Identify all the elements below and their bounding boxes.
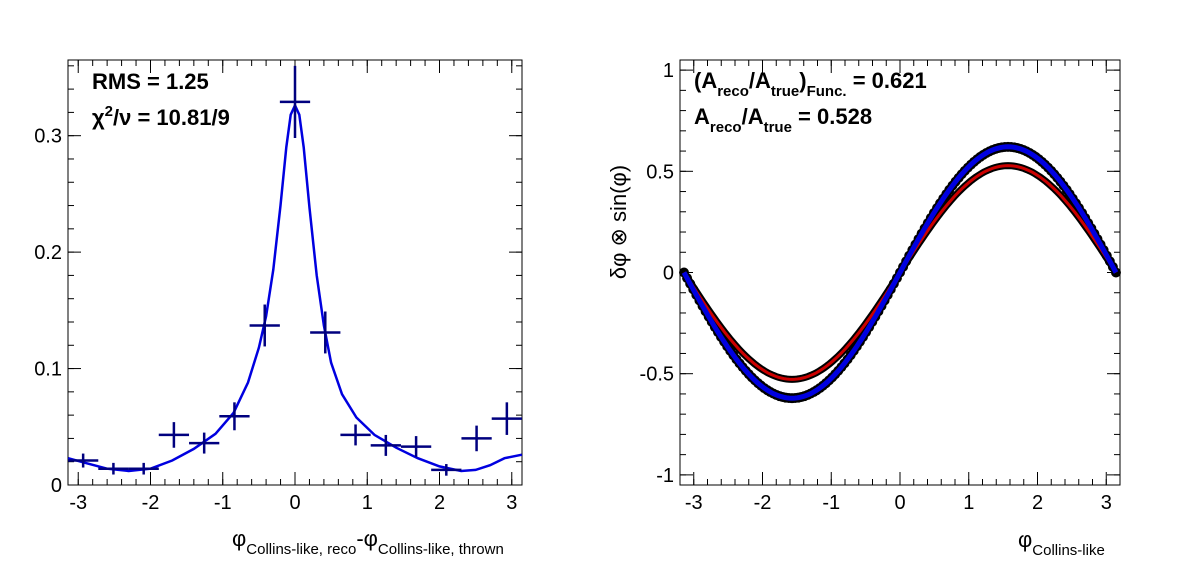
- ratio-a: A: [694, 104, 710, 129]
- func-ratio-annotation: (Areco/Atrue)Func. = 0.621: [694, 68, 927, 100]
- left-xlabel-sub1: Collins-like, reco: [246, 541, 356, 558]
- ratio-annotation: Areco/Atrue = 0.528: [694, 104, 872, 136]
- left-y-tick-label: 0: [51, 475, 62, 497]
- data-point: [491, 402, 522, 435]
- right-y-tick-label: 0.5: [646, 161, 674, 183]
- right-y-axis-label: δφ ⊗ sin(φ): [606, 165, 631, 279]
- left-y-tick-label: 0.3: [34, 126, 62, 148]
- right-y-tick-label: -1: [656, 465, 674, 487]
- right-x-tick-label: 3: [1101, 492, 1112, 514]
- func-ratio-sub-reco: reco: [717, 83, 749, 100]
- data-point: [400, 436, 432, 458]
- left-y-tick-label: 0.2: [34, 242, 62, 264]
- right-x-tick-label: 2: [1032, 492, 1043, 514]
- data-point: [461, 425, 492, 452]
- func-ratio-sub-true: true: [771, 83, 799, 100]
- data-point: [370, 434, 401, 456]
- left-x-tick-label: -1: [214, 492, 232, 514]
- right-chart: -3 -2 -1 0 1 2 3-1-0.500.51 (Areco/Atrue)Func.…: [606, 59, 1121, 559]
- func-ratio-b: /A: [749, 68, 771, 93]
- chi-superscript: 2: [105, 103, 113, 120]
- data-point: [189, 432, 220, 454]
- left-x-tick-label: 2: [434, 492, 445, 514]
- data-point: [431, 464, 462, 476]
- right-y-tick-label: -0.5: [640, 364, 674, 386]
- left-x-tick-label: -2: [142, 492, 160, 514]
- ratio-b: /A: [742, 104, 764, 129]
- data-point: [68, 453, 99, 468]
- chi-rest: /ν = 10.81/9: [113, 105, 230, 130]
- left-x-tick-label: -3: [69, 492, 87, 514]
- right-y-tick-label: 1: [663, 60, 674, 82]
- left-x-tick-label: 0: [289, 492, 300, 514]
- left-fit-curve: [67, 102, 523, 473]
- ratio-sub-reco: reco: [710, 119, 742, 136]
- chi2-annotation: χ2/ν = 10.81/9: [92, 103, 230, 130]
- left-x-tick-label: 1: [362, 492, 373, 514]
- func-ratio-a: (A: [694, 68, 717, 93]
- left-x-tick-label: 3: [506, 492, 517, 514]
- right-x-tick-label: 0: [894, 492, 905, 514]
- blue-curve: [681, 144, 1119, 401]
- data-point: [98, 462, 129, 475]
- data-point: [128, 462, 159, 475]
- func-ratio-c: ): [799, 68, 806, 93]
- right-x-tick-label: 1: [963, 492, 974, 514]
- right-x-tick-label: -1: [822, 492, 840, 514]
- data-point: [219, 402, 250, 431]
- data-point: [340, 424, 371, 446]
- right-x-tick-label: -3: [685, 492, 703, 514]
- data-point: [279, 65, 311, 139]
- left-xlabel-phi2: -φ: [356, 526, 378, 551]
- right-curves: [679, 141, 1121, 404]
- left-y-tick-label: 0.1: [34, 359, 62, 381]
- left-chart: -3 -2 -1 0 1 2 300.10.20.3 RMS = 1.25 χ2/ν = 1…: [34, 59, 523, 558]
- right-xlabel-sub: Collins-like: [1032, 542, 1105, 559]
- func-ratio-value: = 0.621: [847, 68, 927, 93]
- chi-symbol: χ: [92, 105, 105, 130]
- data-point: [249, 304, 280, 347]
- left-data-points: [68, 65, 522, 476]
- data-point: [158, 422, 190, 448]
- ratio-sub-true: true: [764, 119, 792, 136]
- func-ratio-sub-func: Func.: [807, 83, 847, 100]
- right-x-tick-label: -2: [754, 492, 772, 514]
- right-axis-ticks: [679, 60, 1120, 485]
- fit-line: [67, 102, 523, 473]
- left-axis-tick-labels: -3 -2 -1 0 1 2 3 0 0.1 0.2 0.3: [34, 126, 517, 514]
- left-axis-ticks: [68, 60, 522, 486]
- left-xlabel-phi1: φ: [232, 526, 246, 551]
- right-xlabel-phi: φ: [1018, 527, 1032, 552]
- data-point: [310, 311, 341, 354]
- ratio-value: = 0.528: [792, 104, 872, 129]
- left-xlabel-sub2: Collins-like, thrown: [378, 541, 504, 558]
- right-y-tick-label: 0: [663, 263, 674, 285]
- rms-annotation: RMS = 1.25: [92, 69, 209, 94]
- right-x-axis-label: φCollins-like: [1018, 527, 1105, 559]
- left-x-axis-label: φCollins-like, reco-φCollins-like, throw…: [232, 526, 504, 558]
- right-axis-tick-labels: -3 -2 -1 0 1 2 3 -1 -0.5 0 0.5 1: [640, 60, 1112, 514]
